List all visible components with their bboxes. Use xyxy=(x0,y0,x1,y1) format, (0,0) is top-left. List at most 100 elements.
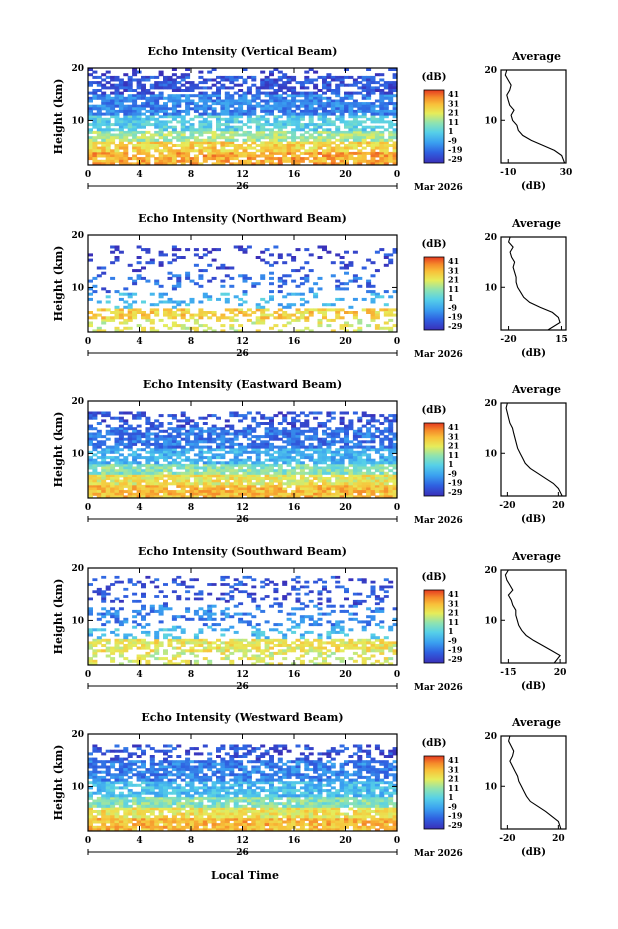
heatmap-cell xyxy=(357,469,363,473)
heatmap-cell xyxy=(339,453,345,457)
heatmap-cell xyxy=(149,86,155,90)
heatmap-cell xyxy=(291,422,297,425)
heatmap-cell xyxy=(105,133,111,137)
heatmap-cell xyxy=(220,578,226,582)
heatmap-cell xyxy=(229,615,235,619)
heatmap-cell xyxy=(110,123,116,127)
heatmap-cell xyxy=(392,419,398,423)
heatmap-cell xyxy=(176,96,182,100)
heatmap-cell xyxy=(361,157,367,161)
heatmap-cell xyxy=(374,479,380,483)
heatmap-cell xyxy=(299,117,305,121)
heatmap-cell xyxy=(123,73,129,77)
heatmap-cell xyxy=(145,96,151,100)
heatmap-cell xyxy=(317,151,323,155)
heatmap-cell xyxy=(357,81,363,85)
heatmap-cell xyxy=(229,144,235,147)
heatmap-cell xyxy=(264,469,270,473)
heatmap-cell xyxy=(291,612,297,616)
heatmap-cell xyxy=(105,120,111,124)
heatmap-cell xyxy=(366,482,372,486)
heatmap-cell xyxy=(246,133,252,137)
heatmap-cell xyxy=(357,453,363,457)
heatmap-cell xyxy=(379,469,385,473)
heatmap-cell xyxy=(110,78,116,82)
heatmap-cell xyxy=(352,316,358,320)
heatmap-cell xyxy=(132,154,138,158)
heatmap-cell xyxy=(136,86,142,90)
heatmap-cell xyxy=(352,435,358,439)
heatmap-cell xyxy=(92,445,98,449)
heatmap-cell xyxy=(304,261,310,265)
heatmap-cell xyxy=(304,471,310,475)
heatmap-cell xyxy=(110,112,116,116)
heatmap-cell xyxy=(105,456,111,460)
heatmap-cell xyxy=(370,144,376,147)
heatmap-cell xyxy=(176,595,182,598)
heatmap-cell xyxy=(317,245,323,249)
heatmap-cell xyxy=(176,461,182,465)
heatmap-cell xyxy=(330,471,336,475)
heatmap-cell xyxy=(154,311,160,314)
heatmap-cell xyxy=(92,471,98,475)
heatmap-cell xyxy=(251,625,257,629)
heatmap-cell xyxy=(198,638,204,642)
heatmap-cell xyxy=(180,463,186,467)
heatmap-cell xyxy=(154,81,160,85)
heatmap-cell xyxy=(374,292,380,296)
average-y-tick-label: 10 xyxy=(484,449,497,459)
heatmap-cell xyxy=(233,583,239,586)
heatmap-cell xyxy=(339,297,345,301)
heatmap-cell xyxy=(96,109,102,113)
x-tick-label: 8 xyxy=(188,503,194,513)
heatmap-cell xyxy=(136,463,142,467)
heatmap-cell xyxy=(330,609,336,613)
heatmap-cell xyxy=(392,162,398,166)
heatmap-cell xyxy=(282,458,288,462)
heatmap-cell xyxy=(383,303,389,307)
heatmap-cell xyxy=(286,274,292,278)
heatmap-cell xyxy=(185,469,191,473)
heatmap-cell xyxy=(317,146,323,150)
heatmap-cell xyxy=(269,81,274,85)
heatmap-cell xyxy=(313,427,319,431)
heatmap-cell xyxy=(149,495,155,499)
heatmap-cell xyxy=(242,109,248,113)
heatmap-cell xyxy=(246,162,252,166)
heatmap-cell xyxy=(277,662,283,666)
heatmap-cell xyxy=(269,435,274,439)
heatmap-cell xyxy=(326,411,332,415)
heatmap-cell xyxy=(291,620,297,624)
heatmap-cell xyxy=(167,141,173,145)
heatmap-cell xyxy=(145,138,151,142)
heatmap-cell xyxy=(163,649,168,653)
heatmap-cell xyxy=(163,442,168,446)
heatmap-cell xyxy=(326,435,332,439)
heatmap-cell xyxy=(383,644,389,647)
heatmap-cell xyxy=(123,292,129,296)
heatmap-cell xyxy=(176,615,182,619)
heatmap-cell xyxy=(171,490,177,494)
heatmap-cell xyxy=(322,484,327,488)
heatmap-cell xyxy=(366,456,372,460)
heatmap-cell xyxy=(154,630,160,634)
heatmap-cell xyxy=(357,592,363,596)
heatmap-cell xyxy=(114,620,120,624)
heatmap-cell xyxy=(118,83,124,87)
heatmap-cell xyxy=(92,154,98,158)
heatmap-cell xyxy=(317,75,323,79)
heatmap-cell xyxy=(114,133,120,137)
heatmap-cell xyxy=(118,117,124,121)
heatmap-cell xyxy=(176,115,182,119)
heatmap-cell xyxy=(202,96,208,100)
y-axis-label: Height (km) xyxy=(52,412,65,488)
heatmap-cell xyxy=(216,154,221,158)
heatmap-cell xyxy=(366,311,372,314)
heatmap-cell xyxy=(176,424,182,428)
heatmap-cell xyxy=(370,477,376,480)
heatmap-cell xyxy=(167,151,173,155)
heatmap-cell xyxy=(233,83,239,87)
heatmap-cell xyxy=(110,615,116,619)
heatmap-cell xyxy=(313,448,319,452)
heatmap-cell xyxy=(286,612,292,616)
